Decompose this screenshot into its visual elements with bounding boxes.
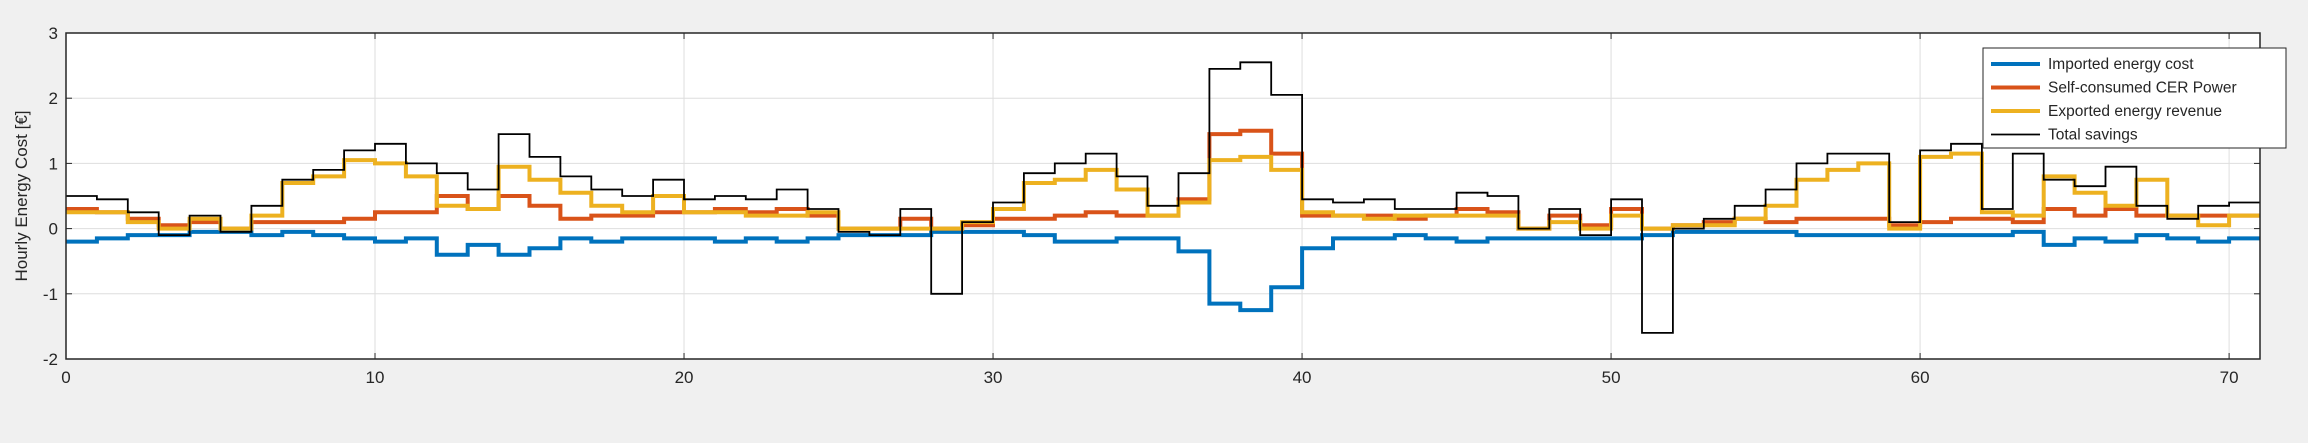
y-tick-label: 3: [49, 24, 58, 43]
y-tick-label: 0: [49, 220, 58, 239]
legend-item-self-consumed: Self-consumed CER Power: [1991, 80, 2237, 97]
plot-area: [66, 33, 2260, 359]
x-tick-label: 50: [1602, 368, 1621, 387]
legend-item-imported: Imported energy cost: [1991, 56, 2194, 73]
x-tick-label: 10: [366, 368, 385, 387]
y-axis-label: Hourly Energy Cost [€]: [12, 110, 31, 281]
y-tick-label: 2: [49, 89, 58, 108]
plot-frame: [65, 32, 2261, 360]
legend-label-imported: Imported energy cost: [2048, 56, 2194, 73]
y-tick-label: 1: [49, 154, 58, 173]
legend-label-total-savings: Total savings: [2048, 127, 2138, 144]
x-tick-label: 0: [61, 368, 70, 387]
series-imported-energy-cost: [66, 229, 2260, 313]
x-tick-label: 30: [984, 368, 1003, 387]
x-tick-label: 20: [675, 368, 694, 387]
x-tick-label: 60: [1911, 368, 1930, 387]
x-tick-label: 40: [1293, 368, 1312, 387]
legend-item-exported: Exported energy revenue: [1991, 103, 2222, 120]
series-lines: [66, 61, 2260, 334]
y-tick-label: -1: [43, 285, 58, 304]
legend-item-total-savings: Total savings: [1991, 127, 2138, 144]
legend-label-self-consumed: Self-consumed CER Power: [2048, 80, 2237, 97]
y-tick-label: -2: [43, 350, 58, 369]
series-total-savings: [66, 61, 2260, 334]
legend: Imported energy cost Self-consumed CER P…: [1982, 47, 2287, 149]
legend-label-exported: Exported energy revenue: [2048, 103, 2222, 120]
x-tick-label: 70: [2220, 368, 2239, 387]
axis-ticks: 0 10 20 30 40 50 60 70 -2 -1 0 1 2 3: [43, 24, 2260, 387]
